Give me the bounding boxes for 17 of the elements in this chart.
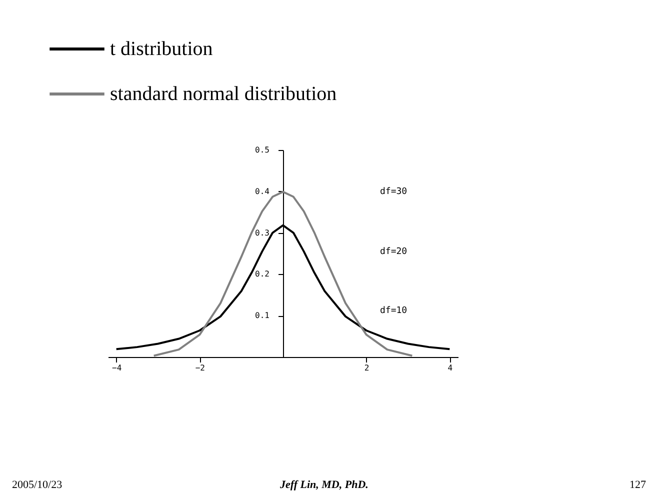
text: 2005/10/23: [12, 479, 62, 491]
y-tick-label: 0.4: [255, 186, 270, 196]
annotation: df=30: [380, 187, 408, 197]
y-tick-label: 0.5: [255, 146, 270, 154]
legend-label: standard normal distribution: [110, 83, 337, 105]
x-tick-label: 4: [448, 364, 453, 372]
annotation: df=20: [380, 247, 408, 257]
x-tick-label: 2: [364, 364, 370, 372]
text: 127: [630, 479, 646, 491]
legend-label: t distribution: [110, 38, 213, 60]
x-tick-label: −2: [195, 364, 206, 372]
y-tick-label: 0.2: [255, 270, 270, 279]
x-tick-label: −4: [112, 364, 122, 372]
y-tick-label: 0.3: [255, 228, 270, 238]
annotation: df=10: [380, 306, 408, 316]
text: Jeff Lin, MD, PhD.: [280, 479, 368, 491]
y-tick-label: 0.1: [255, 311, 270, 320]
